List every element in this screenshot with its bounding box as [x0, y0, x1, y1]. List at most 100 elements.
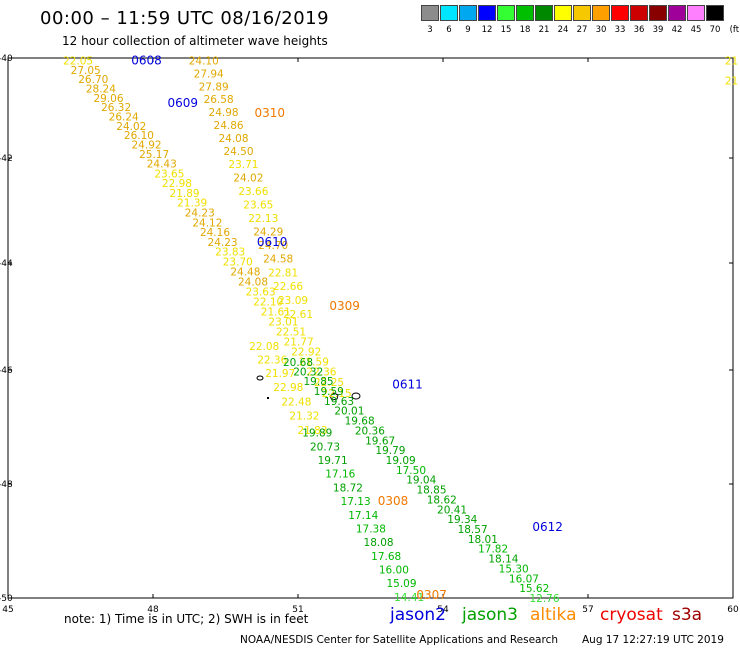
wave-height-label: 22.05	[63, 56, 93, 68]
scale-swatch	[497, 5, 515, 21]
wave-height-label: 18.14	[488, 554, 518, 566]
wave-height-label: 22.13	[248, 213, 278, 225]
pass-label: 0609	[168, 96, 199, 110]
legend-jason2: jason2	[390, 605, 446, 625]
wave-height-label: 24.16	[200, 227, 230, 239]
scale-swatch	[630, 5, 648, 21]
wave-height-label: 24.23	[208, 237, 238, 249]
page-title: 00:00 – 11:59 UTC 08/16/2019	[40, 8, 330, 29]
wave-height-label: 15.62	[519, 583, 549, 595]
timestamp-text: Aug 17 12:27:19 UTC 2019	[582, 634, 724, 646]
wave-height-label: 24.08	[218, 133, 248, 145]
y-tick-label: -40	[0, 54, 13, 64]
wave-height-label: 22.48	[281, 396, 311, 408]
wave-height-label: 23.83	[215, 247, 245, 259]
wave-height-label: 21.89	[170, 188, 200, 200]
wave-height-label: 22.15	[322, 388, 352, 400]
wave-height-label: 24.43	[147, 158, 177, 170]
wave-height-label: 24.58	[263, 254, 293, 266]
wave-height-label: 18.72	[333, 482, 363, 494]
x-tick-label: 54	[437, 605, 449, 615]
credit-text: NOAA/NESDIS Center for Satellite Applica…	[240, 634, 558, 646]
wave-height-label: 19.34	[447, 514, 477, 526]
wave-height-label: 24.23	[185, 208, 215, 220]
pass-label: 0610	[257, 235, 288, 249]
wave-height-label: 19.89	[302, 428, 332, 440]
scale-label: 21	[538, 25, 550, 35]
scale-swatch	[668, 5, 686, 21]
crozet-island-shape	[267, 397, 269, 399]
wave-height-label: 17.50	[396, 465, 426, 477]
wave-height-label: 24.29	[253, 227, 283, 239]
legend-altika: altika	[530, 605, 577, 625]
wave-height-label: 22.10	[253, 296, 283, 308]
scale-swatch	[535, 5, 553, 21]
wave-height-label: 23.65	[243, 200, 273, 212]
scale-label: 39	[652, 25, 664, 35]
pass-label: 0608	[131, 54, 162, 68]
track-jason2-0608: 22.0527.0526.7028.2429.0626.3226.2424.02…	[63, 56, 352, 400]
wave-height-label: 16.07	[509, 573, 539, 585]
legend-s3a: s3a	[672, 605, 703, 625]
wave-height-label: 22.98	[162, 178, 192, 190]
wave-height-label: 12.76	[529, 593, 559, 605]
wave-height-label: 18.01	[468, 534, 498, 546]
y-tick-label: -46	[0, 366, 13, 376]
x-tick-label: 51	[292, 605, 303, 615]
wave-height-label: 28.24	[86, 84, 116, 96]
wave-height-label: 18.08	[364, 537, 394, 549]
scale-label: 18	[519, 25, 531, 35]
wave-height-label: 17.38	[356, 523, 386, 535]
scale-label: 33	[614, 25, 626, 35]
x-tick-label: 57	[582, 605, 593, 615]
wave-height-label: 17.82	[478, 544, 508, 556]
wave-height-label: 23.70	[223, 257, 253, 269]
wave-height-label: 26.58	[204, 94, 234, 106]
wave-height-label: 24.98	[209, 107, 239, 119]
scale-swatch	[687, 5, 705, 21]
wave-height-label: 17.13	[341, 496, 371, 508]
wave-height-label: 14.41	[394, 592, 424, 604]
wave-height-label: 22.51	[276, 326, 306, 338]
y-tick-label: -48	[0, 480, 13, 490]
wave-height-label: 19.67	[365, 435, 395, 447]
wave-height-label: 20.68	[283, 357, 313, 369]
wave-height-label: 21.77	[284, 336, 314, 348]
wave-height-label: 24.02	[233, 172, 263, 184]
track-altika-0310: 24.1027.9427.8926.5824.9824.8624.0824.50…	[189, 56, 313, 321]
scale-swatch	[459, 5, 477, 21]
wave-height-label: 17.14	[348, 510, 378, 522]
pass-label: 0612	[532, 520, 563, 534]
y-tick-label: -50	[0, 594, 13, 604]
wave-height-label: 27.89	[199, 81, 229, 93]
wave-height-label: 24.92	[132, 140, 162, 152]
wave-height-label: 19.71	[318, 455, 348, 467]
wave-height-label: 26.32	[101, 102, 131, 114]
wave-height-label: 20.36	[355, 425, 385, 437]
wave-height-label: 18.85	[416, 485, 446, 497]
x-tick-label: 48	[147, 605, 159, 615]
wave-height-label: 19.63	[324, 396, 354, 408]
wave-height-label: 21.61	[261, 306, 291, 318]
pass-label: 0307	[416, 588, 447, 602]
page-subtitle: 12 hour collection of altimeter wave hei…	[62, 34, 328, 48]
scale-label: 6	[446, 25, 452, 35]
wave-height-label: 22.25	[314, 377, 344, 389]
wave-height-label: 18.62	[427, 494, 457, 506]
wave-height-label: 26.70	[78, 74, 108, 86]
scale-label: 15	[500, 25, 512, 35]
wave-height-label: 22.66	[273, 281, 303, 293]
scale-label: 3	[427, 25, 433, 35]
y-tick-label: -42	[0, 154, 13, 164]
wave-height-label: 20.41	[437, 504, 467, 516]
scale-label: 30	[595, 25, 607, 35]
y-tick-label: -44	[0, 259, 13, 269]
pass-label: 0308	[378, 494, 409, 508]
crozet-island-shape	[256, 375, 264, 381]
wave-height-label: 17.16	[325, 469, 355, 481]
scale-swatch	[573, 5, 591, 21]
wave-height-label: 20.32	[293, 366, 323, 378]
